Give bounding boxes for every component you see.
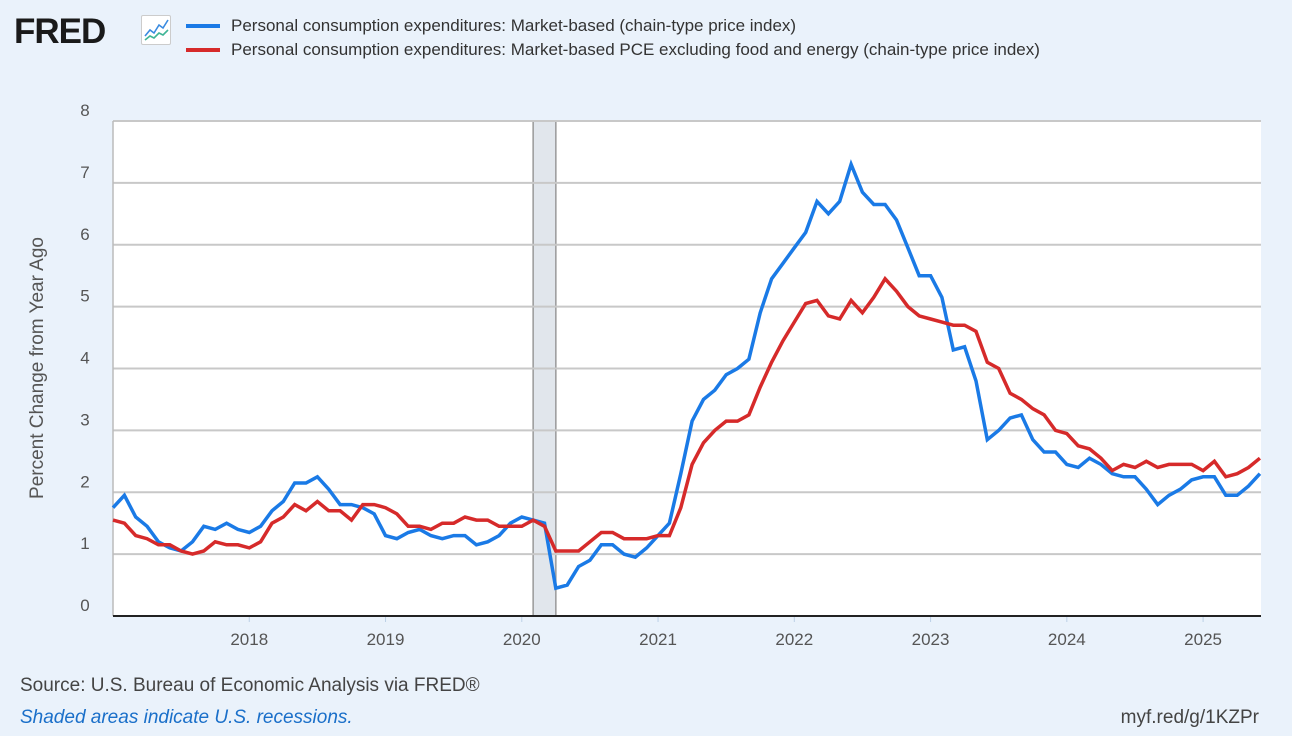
x-tick-label: 2022 <box>775 630 813 649</box>
y-tick-label: 2 <box>80 472 89 491</box>
fred-logo[interactable]: FRED <box>14 12 106 51</box>
y-tick-label: 5 <box>80 287 89 306</box>
legend-item-market-based[interactable]: Personal consumption expenditures: Marke… <box>186 14 1040 38</box>
legend-swatch-blue <box>186 24 220 28</box>
y-tick-label: 7 <box>80 163 89 182</box>
legend-label: Personal consumption expenditures: Marke… <box>231 16 797 35</box>
y-tick-label: 0 <box>80 596 89 615</box>
legend-label: Personal consumption expenditures: Marke… <box>231 40 1040 59</box>
legend-swatch-red <box>186 48 220 52</box>
x-tick-label: 2018 <box>230 630 268 649</box>
x-tick-label: 2024 <box>1048 630 1086 649</box>
legend-item-core[interactable]: Personal consumption expenditures: Marke… <box>186 38 1040 62</box>
y-tick-label: 8 <box>80 101 89 120</box>
line-chart-icon[interactable] <box>141 15 171 45</box>
recession-note[interactable]: Shaded areas indicate U.S. recessions. <box>20 707 353 728</box>
y-tick-label: 3 <box>80 410 89 429</box>
x-tick-label: 2019 <box>367 630 405 649</box>
x-tick-label: 2023 <box>912 630 950 649</box>
source-text: Source: U.S. Bureau of Economic Analysis… <box>20 675 480 696</box>
legend: Personal consumption expenditures: Marke… <box>186 14 1040 62</box>
y-tick-label: 6 <box>80 225 89 244</box>
y-tick-label: 4 <box>80 349 89 368</box>
series-line-market-based <box>111 159 1262 591</box>
short-url[interactable]: myf.red/g/1KZPr <box>1120 707 1259 728</box>
x-tick-label: 2021 <box>639 630 677 649</box>
x-tick-label: 2020 <box>503 630 541 649</box>
x-tick-label: 2025 <box>1184 630 1222 649</box>
y-tick-label: 1 <box>80 534 89 553</box>
series-line-core <box>112 275 1262 556</box>
